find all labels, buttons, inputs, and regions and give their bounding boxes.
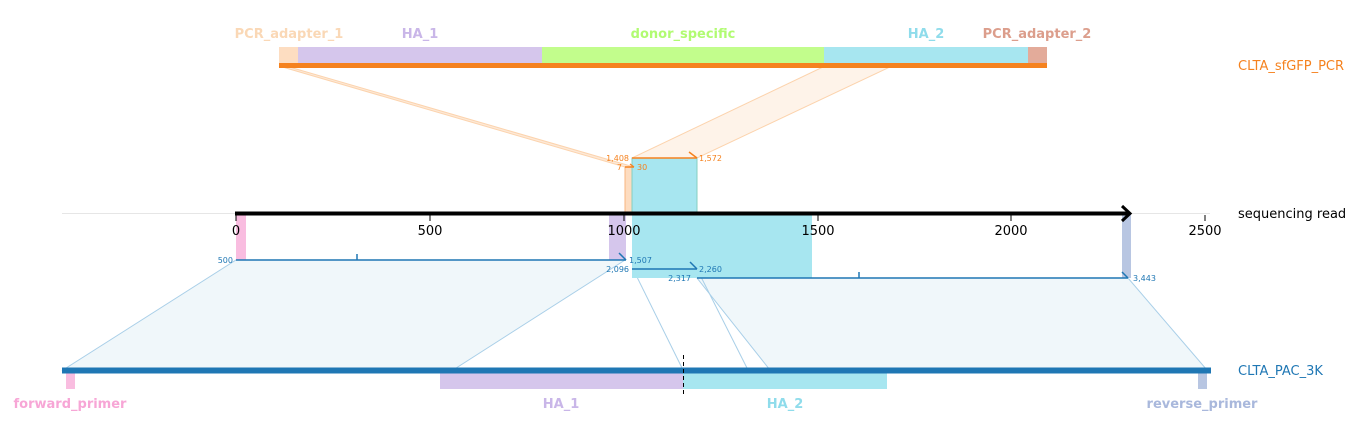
pcr-end-label: 1,572: [699, 154, 722, 163]
ref-alignment-band-2-right: [696, 268, 749, 371]
ref-alignment-band-1: [61, 259, 627, 371]
ref-alignment-band-3: [695, 277, 1209, 371]
pcr-alignment-band-thin: [278, 65, 635, 168]
bottom-label-reverse-primer: reverse_primer: [1147, 397, 1259, 412]
ref3-start-label: 2,317: [668, 274, 691, 283]
read-match-ha2-lower: [632, 214, 812, 278]
ref3-end-label: 3,443: [1133, 274, 1156, 283]
top-feature-pcr-adapter-1: [279, 47, 298, 63]
bottom-feature-ha1: [440, 373, 683, 389]
axis-tick-label-0: 0: [232, 224, 240, 239]
bottom-label-forward-primer: forward_primer: [14, 397, 128, 412]
top-feature-ha2: [824, 47, 1028, 63]
bottom-feature-forward-primer: [66, 373, 75, 389]
read-track: sequencing read: [62, 204, 1346, 223]
pcr-alignment-band-wide: [631, 65, 893, 159]
read-match-reverse-primer: [1122, 214, 1131, 278]
top-track: PCR_adapter_1 HA_1 donor_specific HA_2 P…: [235, 27, 1344, 74]
top-label-ha2: HA_2: [908, 27, 945, 42]
read-arrow-head: [1120, 204, 1133, 223]
bottom-label-ha1: HA_1: [543, 397, 580, 412]
top-feature-pcr-adapter-2: [1028, 47, 1047, 63]
pcr-small-match-arrow: [629, 163, 635, 168]
top-label-donor-specific: donor_specific: [631, 27, 736, 42]
ref1-end-label: 1,507: [629, 256, 652, 265]
bottom-feature-ha2: [683, 373, 887, 389]
ref2-end-label: 2,260: [699, 265, 722, 274]
axis-tick-label-1500: 1500: [801, 224, 834, 239]
read-match-ha2-upper: [631, 157, 698, 214]
ref2-start-label: 2,096: [606, 265, 629, 274]
ref-match-arrow-1: [618, 252, 627, 261]
ref1-start-label: 500: [218, 256, 233, 265]
pcr-start-label: 1,408: [606, 154, 629, 163]
axis-tick-label-1000: 1000: [607, 224, 640, 239]
ref-alignment-band-2-left: [632, 268, 684, 371]
top-track-name: CLTA_sfGFP_PCR: [1238, 59, 1344, 74]
axis-tick-label-2000: 2000: [994, 224, 1027, 239]
read-track-name: sequencing read: [1238, 207, 1346, 222]
pcr-small-end-label: 30: [637, 163, 647, 172]
top-label-pcr-adapter-1: PCR_adapter_1: [235, 27, 344, 42]
read-axis: 0 500 1000 1500 2000 2500: [232, 215, 1222, 239]
ref-match-arrow-3: [1121, 271, 1129, 279]
axis-tick-label-500: 500: [418, 224, 443, 239]
top-label-pcr-adapter-2: PCR_adapter_2: [983, 27, 1092, 42]
axis-tick-label-2500: 2500: [1188, 224, 1221, 239]
read-match-ha1: [609, 214, 626, 260]
top-feature-donor-specific: [542, 47, 824, 63]
bottom-track: forward_primer HA_1 HA_2 reverse_primer …: [14, 355, 1323, 412]
pcr-small-start-label: 7: [617, 163, 622, 172]
bottom-label-ha2: HA_2: [767, 397, 804, 412]
top-feature-ha1: [298, 47, 542, 63]
read-match-forward-primer: [236, 214, 246, 260]
bottom-feature-reverse-primer: [1198, 373, 1207, 389]
pcr-match-arrow: [688, 151, 698, 159]
ref-match-arrow-2: [689, 261, 698, 270]
top-label-ha1: HA_1: [402, 27, 439, 42]
ref-alignments: 500 1,507 2,096 2,260 2,317 3,443: [218, 252, 1156, 283]
bottom-track-name: CLTA_PAC_3K: [1238, 364, 1323, 379]
